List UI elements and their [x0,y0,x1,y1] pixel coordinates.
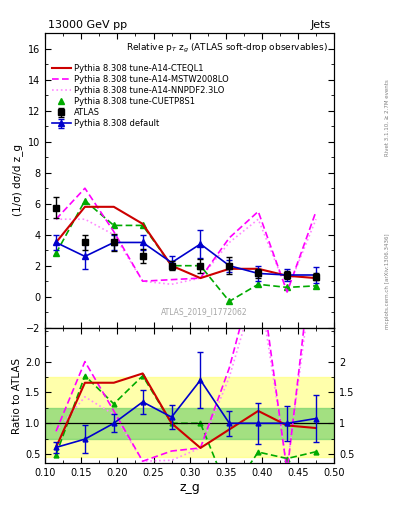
Pythia 8.308 tune-A14-CTEQL1 [54,240,59,246]
Pythia 8.308 tune-A14-NNPDF2.3LO [169,281,174,287]
Pythia 8.308 tune-A14-NNPDF2.3LO [198,275,203,281]
Bar [45,408,334,439]
Text: 13000 GeV pp: 13000 GeV pp [48,20,127,30]
Pythia 8.308 tune-A14-MSTW2008LO [83,185,87,191]
Pythia 8.308 tune-A14-MSTW2008LO [285,289,290,295]
Pythia 8.308 tune-A14-CTEQL1 [112,204,116,210]
Pythia 8.308 tune-CUETP8S1 [169,263,174,269]
Pythia 8.308 tune-A14-MSTW2008LO [256,208,261,215]
Pythia 8.308 tune-A14-CTEQL1 [314,275,318,281]
Pythia 8.308 tune-A14-NNPDF2.3LO [256,216,261,222]
Pythia 8.308 tune-A14-NNPDF2.3LO [140,278,145,284]
Pythia 8.308 tune-CUETP8S1 [54,250,59,257]
Pythia 8.308 tune-CUETP8S1 [285,284,290,290]
Pythia 8.308 tune-A14-CTEQL1 [285,273,290,279]
Pythia 8.308 tune-A14-MSTW2008LO [140,278,145,284]
Pythia 8.308 tune-A14-NNPDF2.3LO [285,287,290,293]
X-axis label: z_g: z_g [179,481,200,494]
Pythia 8.308 tune-CUETP8S1 [198,263,203,269]
Pythia 8.308 tune-A14-CTEQL1 [169,263,174,269]
Pythia 8.308 tune-A14-NNPDF2.3LO [227,240,232,246]
Pythia 8.308 tune-A14-CTEQL1 [227,266,232,272]
Pythia 8.308 tune-CUETP8S1 [256,281,261,287]
Text: Rivet 3.1.10, ≥ 2.7M events: Rivet 3.1.10, ≥ 2.7M events [385,79,389,156]
Pythia 8.308 tune-CUETP8S1 [314,283,318,289]
Pythia 8.308 tune-A14-CTEQL1 [256,266,261,272]
Pythia 8.308 tune-CUETP8S1 [112,222,116,228]
Pythia 8.308 tune-A14-CTEQL1 [83,204,87,210]
Text: Jets: Jets [311,20,331,30]
Pythia 8.308 tune-A14-MSTW2008LO [169,276,174,283]
Pythia 8.308 tune-A14-NNPDF2.3LO [314,216,318,222]
Pythia 8.308 tune-CUETP8S1 [227,298,232,305]
Y-axis label: (1/σ) dσ/d z_g: (1/σ) dσ/d z_g [12,144,23,217]
Pythia 8.308 tune-A14-MSTW2008LO [54,216,59,222]
Pythia 8.308 tune-A14-CTEQL1 [198,275,203,281]
Text: Relative p$_T$ z$_g$ (ATLAS soft-drop observables): Relative p$_T$ z$_g$ (ATLAS soft-drop ob… [126,42,328,55]
Pythia 8.308 tune-A14-MSTW2008LO [112,228,116,234]
Y-axis label: Ratio to ATLAS: Ratio to ATLAS [12,357,22,434]
Text: ATLAS_2019_I1772062: ATLAS_2019_I1772062 [161,307,247,316]
Pythia 8.308 tune-CUETP8S1 [140,222,145,228]
Bar [45,377,334,457]
Pythia 8.308 tune-A14-NNPDF2.3LO [54,216,59,222]
Text: mcplots.cern.ch [arXiv:1306.3436]: mcplots.cern.ch [arXiv:1306.3436] [385,234,389,329]
Pythia 8.308 tune-A14-MSTW2008LO [314,208,318,215]
Line: Pythia 8.308 tune-A14-MSTW2008LO: Pythia 8.308 tune-A14-MSTW2008LO [56,188,316,292]
Pythia 8.308 tune-A14-MSTW2008LO [198,275,203,281]
Pythia 8.308 tune-A14-NNPDF2.3LO [112,231,116,238]
Pythia 8.308 tune-A14-MSTW2008LO [227,234,232,241]
Line: Pythia 8.308 tune-CUETP8S1: Pythia 8.308 tune-CUETP8S1 [53,198,319,305]
Pythia 8.308 tune-A14-NNPDF2.3LO [83,216,87,222]
Pythia 8.308 tune-CUETP8S1 [83,198,87,204]
Line: Pythia 8.308 tune-A14-NNPDF2.3LO: Pythia 8.308 tune-A14-NNPDF2.3LO [56,219,316,290]
Line: Pythia 8.308 tune-A14-CTEQL1: Pythia 8.308 tune-A14-CTEQL1 [56,207,316,278]
Legend: Pythia 8.308 tune-A14-CTEQL1, Pythia 8.308 tune-A14-MSTW2008LO, Pythia 8.308 tun: Pythia 8.308 tune-A14-CTEQL1, Pythia 8.3… [52,64,229,129]
Pythia 8.308 tune-A14-CTEQL1 [140,221,145,227]
